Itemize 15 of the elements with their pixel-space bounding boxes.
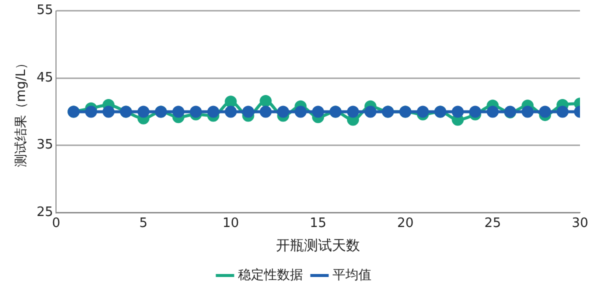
y-tick-label: 45 bbox=[36, 70, 54, 86]
y-tick-label: 35 bbox=[36, 138, 54, 153]
x-tick-label: 0 bbox=[52, 216, 60, 231]
legend-label: 稳定性数据 bbox=[238, 268, 303, 283]
y-tick-label: 55 bbox=[36, 3, 54, 18]
y-axis-title: 测试结果（mg/L） bbox=[14, 56, 30, 167]
y-tick-label: 25 bbox=[36, 204, 54, 220]
x-tick-label: 15 bbox=[310, 216, 326, 231]
x-tick-label: 20 bbox=[397, 216, 414, 231]
x-axis-title: 开瓶测试天数 bbox=[276, 238, 360, 254]
x-tick-label: 25 bbox=[484, 216, 501, 231]
x-tick-label: 30 bbox=[572, 216, 588, 231]
legend-label: 平均值 bbox=[332, 268, 372, 283]
x-tick-label: 5 bbox=[139, 216, 148, 231]
x-tick-label: 10 bbox=[222, 216, 240, 231]
